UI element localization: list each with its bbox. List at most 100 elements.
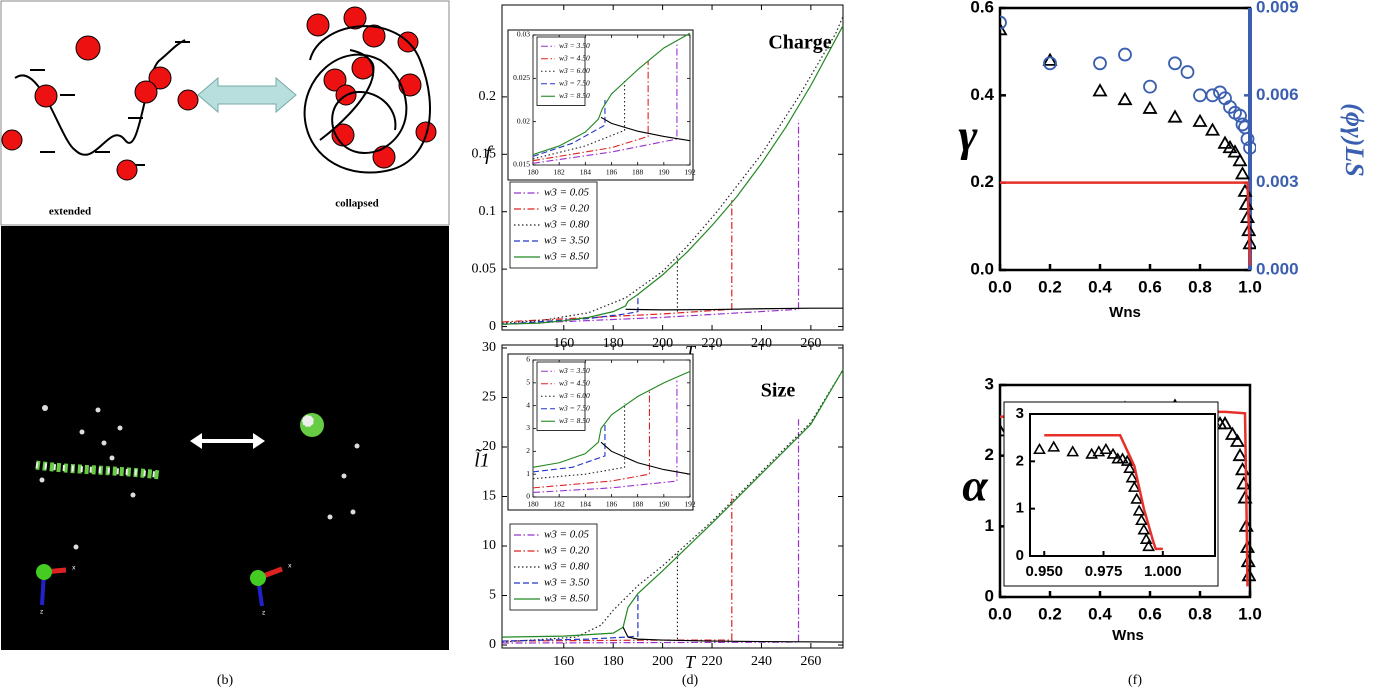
data-point [1232,447,1248,462]
y-tick-label: 15 [482,489,496,504]
data-point [1118,47,1132,62]
plot-frame [501,4,844,331]
data-point [1229,433,1246,447]
data-point [1000,22,1008,36]
plot-frame [501,344,844,649]
series-line [533,403,626,480]
plot-area [1000,15,1256,266]
y-tick-label: 25 [482,390,496,405]
panel-caption: (b) [217,673,234,688]
x-tick-label: 190 [658,500,670,509]
data-point [1137,523,1151,535]
data-point [1000,423,1008,437]
x-tick-label: 190 [658,168,670,177]
x-tick-label: 186 [606,500,618,509]
y-tick-label: 0.02 [517,116,530,125]
x-tick-label: 0.8 [1188,277,1212,296]
data-point [1139,532,1153,544]
collapsed-chain [303,25,431,174]
y-tick-label: 1 [526,469,530,478]
data-point [1116,452,1129,464]
y-tick-label: 0.15 [472,147,497,162]
extended-chain [14,39,186,156]
counterions [1,6,437,181]
x-axis-label: Wns [1112,627,1144,644]
x-tick-label: 0.4 [1088,604,1112,623]
y2-tick-label: 0.009 [1256,0,1299,16]
series-line [533,41,678,164]
extended-label: extended [49,206,91,218]
simulation-background [1,226,449,650]
x-tick-label: 260 [800,654,821,669]
y-tick-label: 0.6 [970,0,994,16]
data-point [1243,140,1256,155]
y-tick-label: 1 [985,516,994,535]
plot-frame [1029,413,1216,557]
x-tick-label: 182 [554,500,566,509]
y-axis-label: γ [958,110,978,161]
panel-b-schematic: extended collapsed [0,0,450,226]
y-tick-label: 4 [526,400,530,409]
y2-tick-label: 0.006 [1256,85,1299,104]
series-line [533,32,691,156]
plot-frame [998,6,1252,272]
y-tick-label: 5 [489,588,496,603]
data-point [1167,109,1183,123]
plot-area [533,370,691,493]
y2-axis-label: (ϕγ)LS [1340,103,1369,177]
double-arrow [197,76,297,114]
x-tick-label: 192 [684,500,696,509]
x-tick-label: 240 [751,654,772,669]
data-point [1227,144,1243,158]
y-tick-label: 2 [526,446,530,455]
x-tick-label: 180 [527,500,539,509]
inset-background [1003,401,1219,587]
y-tick-label: 0 [1016,547,1024,564]
legend-label: w3 = 3.50 [559,366,590,375]
y2-tick-label: 0.003 [1256,172,1299,191]
data-point [1043,56,1057,71]
y-tick-label: 3 [1016,405,1024,422]
axis-triad [36,564,283,607]
data-point [1117,91,1133,106]
x-tick-label: 188 [632,500,644,509]
x-tick-label: 0.2 [1038,277,1062,296]
x-tick-label: 160 [553,654,574,669]
legend-label: w3 = 8.50 [544,251,590,263]
series-line [1000,181,1252,266]
x-tick-label: 0.4 [1088,277,1112,296]
data-point [1066,445,1080,457]
x-tick-label: 1.000 [1144,563,1182,580]
chart-title: Size [761,380,796,402]
extended-polymer [35,460,161,480]
y-tick-label: 3 [526,423,530,432]
legend-label: w3 = 4.50 [559,53,590,62]
data-point [1168,56,1182,71]
legend-label: w3 = 3.50 [544,235,590,247]
x-tick-label: 192 [684,168,696,177]
series-line [502,491,733,642]
x-tick-label: 0.8 [1188,604,1212,623]
panel-caption: (f) [1128,673,1142,688]
legend-label: w3 = 0.20 [544,203,590,215]
series-line [502,119,800,325]
plot-area [1033,434,1163,552]
x-tick-label: 220 [702,336,723,351]
legend-label: w3 = 0.80 [544,561,590,573]
y-tick-label: 0.05 [472,261,497,276]
data-point [1234,166,1251,180]
series-line [533,61,649,162]
data-point [1235,117,1250,132]
x-tick-label: 0.6 [1138,604,1162,623]
axis-label: z [262,610,265,617]
plot-frame [998,383,1252,599]
plot-frame [532,34,691,166]
data-point [1224,426,1241,440]
data-point [1093,56,1107,71]
series-line [502,16,844,324]
panel-b-simulation: x z x z [1,226,449,650]
data-point [1237,490,1253,504]
axis-label: z [40,609,43,616]
data-point [1042,52,1058,66]
y-tick-label: 10 [482,538,496,553]
